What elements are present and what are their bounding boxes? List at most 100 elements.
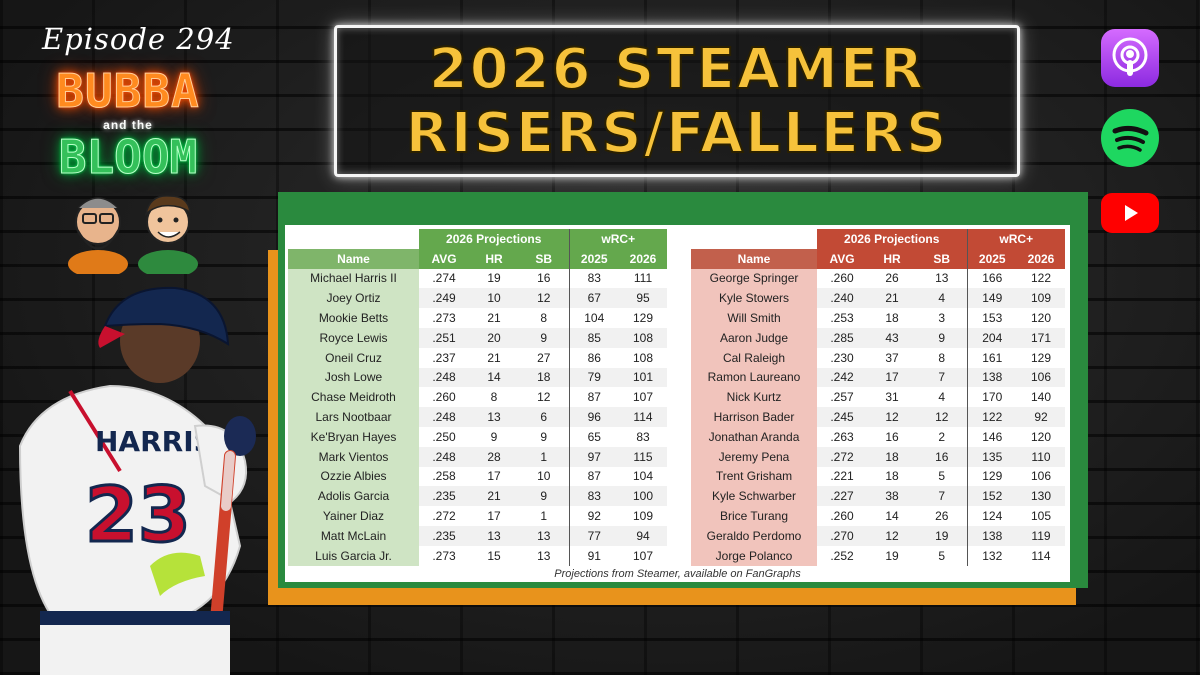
fallers-cell-hr: 43 (867, 327, 917, 348)
fallers-cell-hr: 31 (885, 390, 899, 405)
risers-cell-wrc-2025: 65 (568, 426, 619, 447)
risers-col-wrc-2026: 2026 (619, 248, 667, 269)
risers-cell-wrc-2026: 83 (636, 429, 650, 444)
risers-group-blank (288, 229, 419, 249)
fallers-cell-avg: .253 (830, 311, 854, 326)
fallers-cell-wrc-2025: 138 (966, 367, 1017, 388)
fallers-row: Kyle Stowers .240 21 4 149 109 (691, 288, 1065, 309)
fallers-cell-hr: 19 (885, 548, 899, 563)
risers-cell-hr: 21 (487, 350, 501, 365)
risers-row: Mark Vientos .248 28 1 97 115 (288, 446, 667, 467)
fallers-cell-wrc-2026: 106 (1030, 469, 1052, 484)
fallers-row: Jeremy Pena .272 18 16 135 110 (691, 446, 1065, 467)
risers-cell-avg: .258 (432, 469, 456, 484)
fallers-cell-sb: 7 (917, 486, 967, 507)
risers-cell-hr: 10 (469, 288, 519, 309)
risers-cell-wrc-2025: 79 (568, 367, 619, 388)
fallers-cell-avg: .227 (817, 486, 867, 507)
fallers-cell-wrc-2026: 92 (1017, 407, 1065, 427)
fallers-cell-sb: 5 (938, 548, 946, 563)
fallers-cell-sb: 13 (935, 271, 949, 286)
risers-row: Mookie Betts .273 21 8 104 129 (288, 308, 667, 328)
episode-label: Episode 294 (42, 22, 235, 56)
risers-cell-name: Michael Harris II (288, 268, 419, 289)
risers-cell-wrc-2026: 108 (619, 327, 667, 348)
risers-table-body: Michael Harris II .274 19 16 83 111 Joey Ortiz… (288, 268, 667, 566)
risers-cell-wrc-2026: 107 (632, 390, 654, 405)
fallers-cell-wrc-2026: 122 (1030, 271, 1052, 286)
fallers-cell-name: Jonathan Aranda (691, 426, 817, 447)
fallers-cell-name: Will Smith (691, 308, 817, 328)
logo-line-bubba: BUBBA (56, 64, 200, 119)
risers-cell-wrc-2026: 100 (619, 486, 667, 507)
risers-cell-avg: .237 (432, 350, 456, 365)
risers-row: Luis Garcia Jr. .273 15 13 91 107 (288, 545, 667, 566)
fallers-row: Cal Raleigh .230 37 8 161 129 (691, 347, 1065, 368)
risers-cell-wrc-2026: 111 (633, 271, 653, 286)
fallers-cell-wrc-2026: 114 (1031, 548, 1051, 563)
apple-podcasts-icon[interactable] (1101, 29, 1159, 87)
risers-cell-avg: .235 (419, 525, 469, 546)
risers-cell-hr: 21 (469, 486, 519, 507)
fallers-col-wrc-2026: 2026 (1017, 248, 1065, 269)
hosts-illustration (68, 195, 198, 274)
risers-cell-wrc-2025: 67 (568, 288, 619, 309)
risers-cell-sb: 27 (537, 350, 551, 365)
fallers-cell-hr: 38 (867, 486, 917, 507)
risers-cell-sb: 1 (540, 509, 548, 524)
risers-cell-sb: 13 (537, 548, 551, 563)
risers-cell-avg: .248 (419, 407, 469, 427)
risers-cell-wrc-2025: 97 (568, 446, 619, 467)
fallers-cell-hr: 18 (867, 446, 917, 467)
risers-row: Royce Lewis .251 20 9 85 108 (288, 327, 667, 348)
risers-cell-sb: 6 (519, 407, 569, 427)
risers-cell-sb: 13 (519, 525, 569, 546)
player-photo: HARRIS II 23 (18, 286, 256, 675)
spotify-icon[interactable] (1101, 109, 1159, 167)
risers-col-sb: SB (519, 248, 569, 269)
risers-cell-name: Ke'Bryan Hayes (288, 426, 419, 447)
fallers-row: Jonathan Aranda .263 16 2 146 120 (691, 426, 1065, 447)
fallers-cell-avg: .263 (830, 429, 854, 444)
risers-cell-name: Oneil Cruz (288, 347, 419, 368)
fallers-cell-sb: 5 (938, 469, 946, 484)
fallers-cell-hr: 17 (867, 367, 917, 388)
youtube-icon[interactable] (1101, 193, 1159, 233)
fallers-cell-wrc-2026: 109 (1017, 288, 1065, 309)
risers-cell-wrc-2026: 101 (619, 367, 667, 388)
fallers-cell-hr: 26 (885, 271, 899, 286)
risers-cell-wrc-2025: 85 (568, 327, 619, 348)
risers-cell-sb: 9 (540, 429, 548, 444)
fallers-cell-wrc-2025: 129 (966, 466, 1017, 487)
risers-cell-hr: 20 (469, 327, 519, 348)
fallers-cell-name: Jorge Polanco (691, 545, 817, 566)
risers-row: Matt McLain .235 13 13 77 94 (288, 525, 667, 546)
risers-cell-wrc-2025: 87 (568, 387, 619, 408)
show-logo: BUBBA and the BLOOM (30, 60, 226, 274)
fallers-cell-wrc-2026: 120 (1030, 429, 1052, 444)
risers-cell-name: Adolis Garcia (288, 486, 419, 507)
risers-cell-avg: .273 (432, 311, 456, 326)
fallers-cell-wrc-2026: 106 (1017, 367, 1065, 388)
fallers-row: Aaron Judge .285 43 9 204 171 (691, 327, 1065, 348)
fallers-cell-wrc-2025: 153 (966, 308, 1017, 328)
risers-cell-name: Mark Vientos (288, 446, 419, 467)
fallers-cell-name: Jeremy Pena (691, 446, 817, 467)
risers-cell-avg: .248 (419, 367, 469, 388)
risers-cell-hr: 21 (487, 311, 501, 326)
fallers-cell-avg: .252 (830, 548, 854, 563)
fallers-row: Nick Kurtz .257 31 4 170 140 (691, 387, 1065, 408)
risers-cell-hr: 9 (490, 429, 498, 444)
risers-cell-avg: .249 (419, 288, 469, 309)
risers-cell-sb: 16 (537, 271, 551, 286)
risers-cell-sb: 10 (537, 469, 551, 484)
fallers-cell-sb: 3 (938, 311, 946, 326)
fallers-cell-wrc-2026: 171 (1017, 327, 1065, 348)
risers-cell-sb: 18 (519, 367, 569, 388)
fallers-cell-name: Kyle Schwarber (691, 486, 817, 507)
risers-cell-hr: 13 (469, 525, 519, 546)
fallers-cell-name: George Springer (691, 268, 817, 289)
risers-col-wrc-2025: 2025 (568, 248, 619, 269)
risers-row: Chase Meidroth .260 8 12 87 107 (288, 387, 667, 408)
fallers-col-name: Name (691, 248, 817, 269)
